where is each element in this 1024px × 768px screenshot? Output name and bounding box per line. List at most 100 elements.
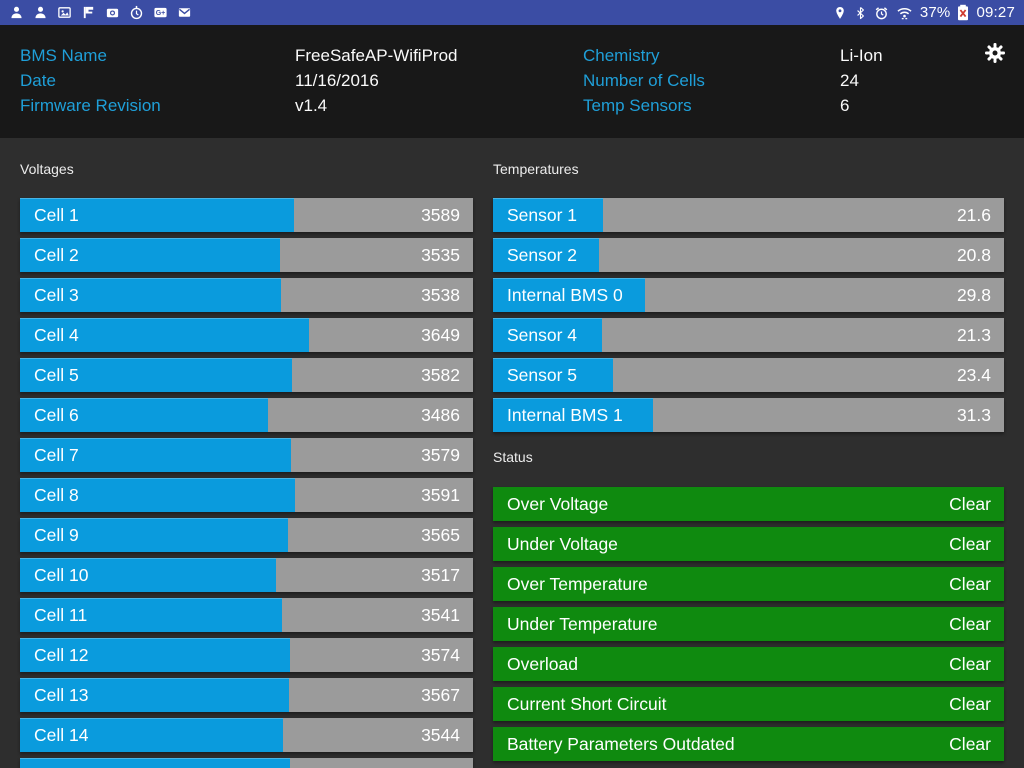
temperature-bar-value: 23.4 [956,365,991,385]
voltage-bar-label: Cell 4 [34,325,79,345]
temperature-bar-label: Sensor 4 [507,325,578,345]
temperature-bar-row: Sensor 1 21.6 [493,198,1004,232]
status-row-label: Overload [507,654,579,674]
firmware-revision-value: v1.4 [295,96,328,115]
temperature-bar-value: 20.8 [956,245,991,265]
status-row: Overload Clear [493,647,1004,681]
voltage-bar-label: Cell 9 [34,525,79,545]
voltage-bar-row: Cell 6 3486 [20,398,473,432]
voltage-bar-label: Cell 8 [34,485,79,505]
temperature-bar-list: Sensor 1 21.6 Sensor 2 20.8 Internal BMS 0 29… [493,198,1004,432]
voltage-bar-label: Cell 7 [34,445,79,465]
voltage-bar-row: Cell 13 3567 [20,678,473,712]
person-icon [9,5,24,20]
voltage-bar-label: Cell 1 [34,205,79,225]
chemistry-label: Chemistry [583,46,660,65]
status-row-label: Battery Parameters Outdated [507,734,735,754]
voltage-bar-value: 3582 [421,365,460,385]
status-row-state: Clear [949,534,991,554]
battery-percent-text: 37% [919,4,951,21]
camera-icon [105,5,120,20]
temperature-bar-label: Sensor 1 [507,205,578,225]
voltage-bar-fill [20,198,295,232]
gallery-icon [57,5,72,20]
location-icon [833,5,847,21]
temp-sensors-value: 6 [840,96,850,115]
voltage-bar-row: Cell 8 3591 [20,478,473,512]
bms-name-label: BMS Name [20,46,107,65]
voltage-bar-value: 3649 [421,325,460,345]
temperature-bar-label: Sensor 5 [507,365,578,385]
voltage-bar-label: Cell 3 [34,285,79,305]
number-of-cells-label: Number of Cells [583,71,705,90]
voltage-bar-value: 3517 [421,565,460,585]
voltage-bar-value: 3544 [421,725,460,745]
voltage-bar-label: Cell 10 [34,565,89,585]
bms-name-value: FreeSafeAP-WifiProd [295,46,458,65]
status-row-state: Clear [949,654,991,674]
svg-text:G+: G+ [156,10,166,17]
status-row-label: Under Temperature [507,614,658,634]
bms-info-right: Chemistry Li-Ion Number of Cells 24 Temp… [583,47,883,114]
voltage-bar-label: Cell 13 [34,685,89,705]
voltage-bar-value: 3574 [421,645,460,665]
voltage-bar-fill [20,318,309,352]
status-bar-system-icons [833,5,913,21]
status-row-state: Clear [949,614,991,634]
voltage-bar-row: Cell 12 3574 [20,638,473,672]
status-row-label: Over Temperature [507,574,648,594]
battery-icon-slot [957,4,969,21]
voltage-bar-fill [20,438,292,472]
voltage-bar-value: 3565 [421,525,460,545]
voltage-bar-label: Cell 11 [34,605,88,625]
firmware-revision-label: Firmware Revision [20,96,161,115]
voltage-bar-row: Cell 7 3579 [20,438,473,472]
status-bar-system-area: 37% 09:27 [833,4,1015,21]
voltage-bar-fill [20,398,269,432]
temperature-bar-row: Sensor 2 20.8 [493,238,1004,272]
voltage-bar-fill [20,238,281,272]
voltage-bar-value: 3486 [421,405,460,425]
temperatures-title: Temperatures [493,161,579,177]
voltage-bar-row: Cell 5 3582 [20,358,473,392]
voltages-section: Voltages Cell 1 3589 Cell 2 3535 Cell 3 3538 C… [20,138,473,768]
temperature-bar-row: Sensor 5 23.4 [493,358,1004,392]
status-row-label: Under Voltage [507,534,618,554]
settings-gear-icon[interactable] [982,41,1008,67]
voltage-bar-fill [20,478,295,512]
voltage-bar-label: Cell 12 [34,645,89,665]
status-bar-list: Over Voltage Clear Under Voltage Clear Over … [493,487,1004,761]
gplus-icon: G+ [153,5,168,20]
temperature-bar-fill [493,318,602,352]
clock-text: 09:27 [976,4,1015,21]
voltage-bar-label: Cell 6 [34,405,79,425]
temperature-bar-value: 29.8 [956,285,991,305]
mail-icon [177,5,192,20]
temperature-bar-fill [493,278,646,312]
voltage-bar-fill [20,558,276,592]
right-column: Temperatures Sensor 1 21.6 Sensor 2 20.8 Int… [493,138,1004,767]
status-row: Under Temperature Clear [493,607,1004,641]
temperature-bar-value: 21.6 [956,205,991,225]
voltage-bar-row: Cell 9 3565 [20,518,473,552]
temperature-bar-row: Sensor 4 21.3 [493,318,1004,352]
timer-icon [129,5,144,20]
status-row: Over Temperature Clear [493,567,1004,601]
number-of-cells-value: 24 [840,71,859,90]
temperature-bar-fill [493,358,613,392]
temperature-bar-label: Sensor 2 [507,245,578,265]
flag-icon [81,5,96,20]
voltage-bar-fill [20,358,293,392]
status-row: Battery Parameters Outdated Clear [493,727,1004,761]
chemistry-value: Li-Ion [840,46,883,65]
voltage-bar-row: Cell 2 3535 [20,238,473,272]
android-status-bar: G+ 37% 09:27 [0,0,1024,25]
voltage-bar-row [20,758,473,768]
status-row-label: Over Voltage [507,494,609,514]
status-row-state: Clear [949,574,991,594]
status-row-state: Clear [949,494,991,514]
voltage-bar-value: 3535 [421,245,460,265]
voltage-bar-fill [20,718,283,752]
voltage-bar-row: Cell 1 3589 [20,198,473,232]
date-label: Date [20,71,56,90]
